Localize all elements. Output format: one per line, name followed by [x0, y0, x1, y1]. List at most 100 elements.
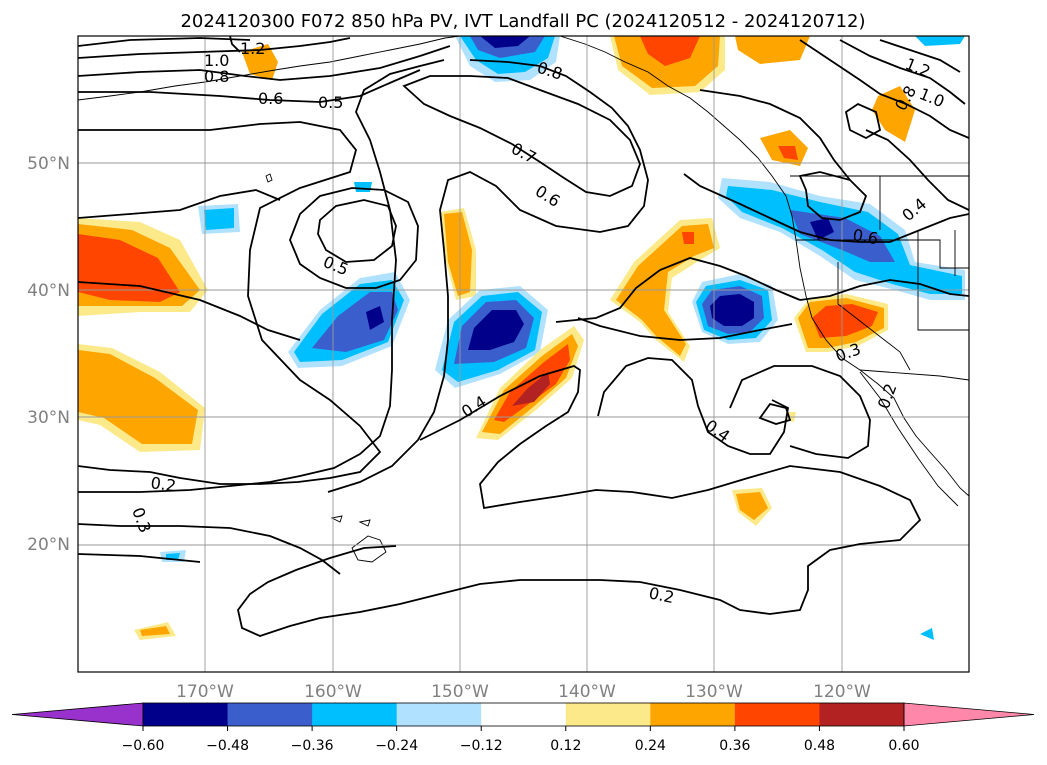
alaska-coast	[78, 36, 461, 101]
lon-label: 130°W	[685, 682, 743, 702]
lat-label: 30°N	[27, 408, 70, 428]
colorbar-tick-label: −0.24	[375, 738, 418, 754]
lon-label: 120°W	[813, 682, 871, 702]
positive-anomaly	[78, 234, 180, 302]
colorbar-bin	[227, 703, 313, 726]
island	[265, 173, 273, 183]
lat-label: 50°N	[27, 154, 70, 174]
contour-line	[78, 121, 382, 485]
positive-anomaly	[640, 36, 700, 66]
contour-line	[317, 199, 397, 263]
contour-line	[78, 281, 301, 341]
contour-line	[78, 553, 201, 563]
pv-shading	[78, 36, 965, 640]
colorbar-bin	[312, 703, 398, 726]
contour-label: 0.2	[647, 583, 676, 607]
contour-line	[229, 36, 241, 53]
contour-labels: 1.2 1.0 0.8 0.6 0.5 0.8 0.7 0.6 0.5 0.4 …	[128, 39, 947, 607]
colorbar-bin	[734, 703, 820, 726]
contour-line	[78, 59, 445, 493]
colorbar-bin	[481, 703, 567, 726]
map-area: 1.2 1.0 0.8 0.6 0.5 0.8 0.7 0.6 0.5 0.4 …	[78, 36, 969, 672]
contour-label: 0.2	[149, 473, 177, 495]
contour-line	[865, 129, 969, 211]
negative-anomaly	[480, 36, 530, 48]
colorbar-extend-low	[11, 702, 144, 727]
contour-line	[237, 365, 922, 637]
positive-anomaly	[682, 232, 694, 244]
longitude-labels: 170°W 160°W 150°W 140°W 130°W 120°W	[176, 682, 871, 702]
contour-line	[327, 59, 649, 493]
contour-label: 1.2	[240, 39, 265, 58]
contour-line	[555, 257, 801, 323]
positive-anomaly	[778, 146, 798, 160]
contour-line	[839, 39, 966, 105]
positive-anomaly	[915, 36, 965, 46]
contour-line	[798, 171, 868, 221]
state-border	[917, 230, 969, 331]
contour-label: 1.0	[204, 51, 229, 70]
contour-line	[879, 39, 961, 73]
positive-anomaly	[494, 344, 570, 422]
contour-line	[844, 102, 882, 140]
colorbar-tick-label: −0.48	[206, 738, 249, 754]
contour-line	[683, 173, 969, 243]
positive-anomaly	[736, 492, 768, 520]
colorbar-tick-labels: −0.60 −0.48 −0.36 −0.24 −0.12 0.12 0.24 0.36 0.4…	[122, 726, 920, 754]
negative-anomaly	[204, 208, 234, 230]
positive-anomaly	[78, 350, 198, 444]
colorbar-tick-label: 0.36	[719, 738, 750, 754]
colorbar-tick-label: −0.12	[460, 738, 503, 754]
colorbar-tick-label: 0.48	[804, 738, 835, 754]
contour-label: 0.6	[851, 225, 879, 248]
negative-anomaly	[920, 628, 934, 640]
negative-anomaly	[710, 294, 754, 326]
lon-label: 170°W	[176, 682, 234, 702]
positive-anomaly	[735, 36, 810, 64]
contour-line	[758, 402, 792, 425]
contour-label: 0.8	[204, 67, 229, 86]
contour-line	[78, 523, 341, 575]
colorbar-tick-label: −0.36	[291, 738, 334, 754]
negative-anomaly	[354, 182, 372, 192]
map-frame	[77, 35, 970, 673]
colorbar-bin	[143, 703, 229, 726]
lon-label: 150°W	[431, 682, 489, 702]
contour-line	[78, 189, 281, 219]
colorbar-tick-label: 0.24	[635, 738, 666, 754]
lon-label: 160°W	[304, 682, 362, 702]
positive-anomaly	[872, 86, 915, 142]
contour-line	[78, 37, 251, 47]
state-border	[796, 239, 969, 269]
negative-anomaly	[468, 310, 524, 350]
contour-line	[78, 37, 351, 59]
lat-label: 40°N	[27, 281, 70, 301]
latitude-labels: 50°N 40°N 30°N 20°N	[27, 154, 70, 555]
pv-contours	[78, 36, 969, 637]
state-border	[837, 262, 911, 371]
contour-line	[729, 365, 871, 459]
contour-line	[799, 39, 969, 139]
state-border	[859, 369, 969, 381]
negative-anomaly	[366, 306, 384, 330]
gridlines	[78, 36, 969, 672]
colorbar-bin	[819, 703, 905, 726]
contour-label: 0.6	[258, 89, 283, 108]
lat-label: 20°N	[27, 535, 70, 555]
positive-anomaly	[512, 372, 550, 406]
hawaii	[358, 519, 371, 527]
contour-line	[78, 69, 421, 103]
positive-anomaly	[140, 626, 170, 636]
colorbar-tick-label: 0.12	[550, 738, 581, 754]
contour-line	[78, 45, 451, 81]
contour-label: 0.5	[318, 93, 343, 112]
colorbar-frame	[142, 702, 905, 727]
contour-line	[597, 357, 789, 455]
hawaii	[351, 535, 387, 563]
colorbar	[11, 702, 1035, 727]
coastlines	[78, 36, 969, 563]
contour-line	[402, 75, 641, 197]
positive-anomaly	[444, 212, 472, 296]
colorbar-bin	[396, 703, 482, 726]
